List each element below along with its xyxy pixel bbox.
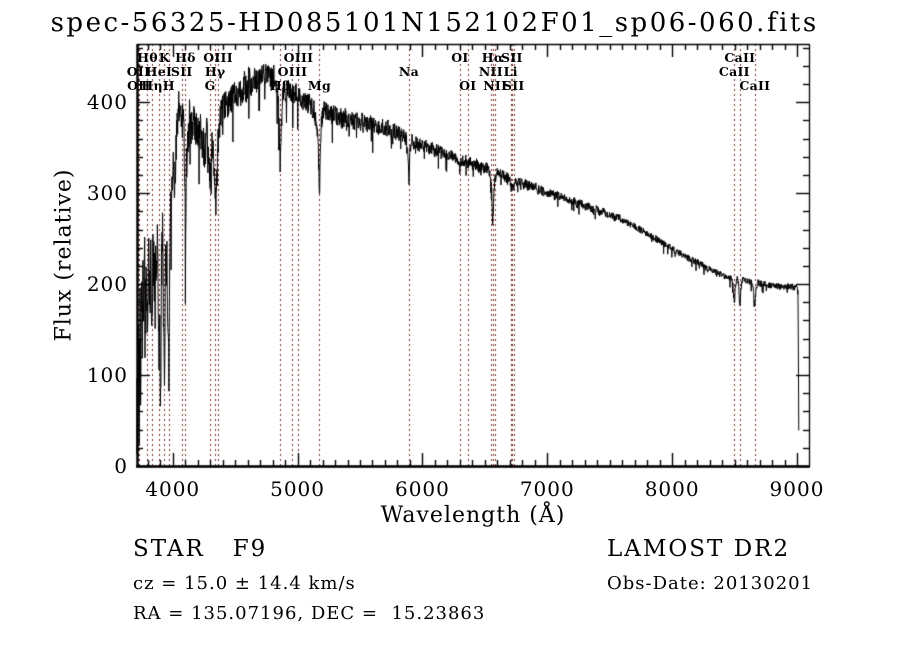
chart-title: spec-56325-HD085101N152102F01_sp06-060.f… xyxy=(50,8,819,38)
ra-dec-label: RA = 135.07196, DEC = 15.23863 xyxy=(133,603,486,624)
spectral-line-label: CaII xyxy=(724,50,756,65)
spectral-line-label: Hη xyxy=(141,78,163,93)
spectral-line-label: SII xyxy=(502,78,525,93)
spectral-line-label: Hγ xyxy=(204,64,226,79)
spectral-line-label: OI xyxy=(459,78,477,93)
spectral-line-label: CaII xyxy=(739,78,771,93)
spectral-line-label: OII xyxy=(127,78,151,93)
spectral-line-label: H xyxy=(162,78,175,93)
spectral-line-label: Hα xyxy=(481,50,504,65)
spectral-line-label: Mg xyxy=(307,78,331,93)
spectral-line-label: K xyxy=(158,50,171,65)
spectral-line-label: Hβ xyxy=(269,78,291,93)
spectral-line-label: OIII xyxy=(283,50,314,65)
spectral-line-label: OI xyxy=(451,50,469,65)
x-tick-label: 6000 xyxy=(394,477,450,501)
spectral-line-label: Na xyxy=(398,64,420,79)
spectral-line-label: Li xyxy=(503,64,518,79)
spectral-line-label: OIII xyxy=(203,50,233,65)
survey-label: LAMOST DR2 xyxy=(607,536,791,562)
y-tick-label: 400 xyxy=(86,90,128,115)
spectral-line-label: SII xyxy=(170,64,193,79)
y-tick-label: 100 xyxy=(86,363,128,388)
x-tick-label: 4000 xyxy=(145,477,201,501)
y-tick-label: 200 xyxy=(86,272,128,297)
spectral-line-label: SII xyxy=(501,50,523,65)
spectral-line-label: Hθ xyxy=(137,50,158,65)
cz-value-label: cz = 15.0 ± 14.4 km/s xyxy=(133,573,356,594)
x-tick-label: 8000 xyxy=(644,477,700,501)
spectral-line-label: NII xyxy=(483,78,508,93)
x-tick-label: 5000 xyxy=(270,477,326,501)
x-axis-title: Wavelength (Å) xyxy=(380,503,566,528)
spectral-line-label: OIII xyxy=(277,64,308,79)
object-class-label: STAR F9 xyxy=(133,536,268,562)
y-tick-label: 0 xyxy=(114,454,128,478)
spectral-line-label: G xyxy=(204,78,216,93)
spectral-line-label: Hδ xyxy=(175,50,196,65)
spectral-line-label: OII xyxy=(126,64,151,79)
y-tick-label: 300 xyxy=(86,181,128,206)
y-axis-title: Flux (relative) xyxy=(51,168,77,342)
spectral-line-label: HeI xyxy=(145,64,173,79)
spectral-line-label: NII xyxy=(478,64,503,79)
x-tick-label: 9000 xyxy=(769,477,825,501)
x-tick-label: 7000 xyxy=(519,477,575,501)
obs-date-label: Obs-Date: 20130201 xyxy=(607,573,814,594)
spectral-line-label: CaII xyxy=(718,64,750,79)
